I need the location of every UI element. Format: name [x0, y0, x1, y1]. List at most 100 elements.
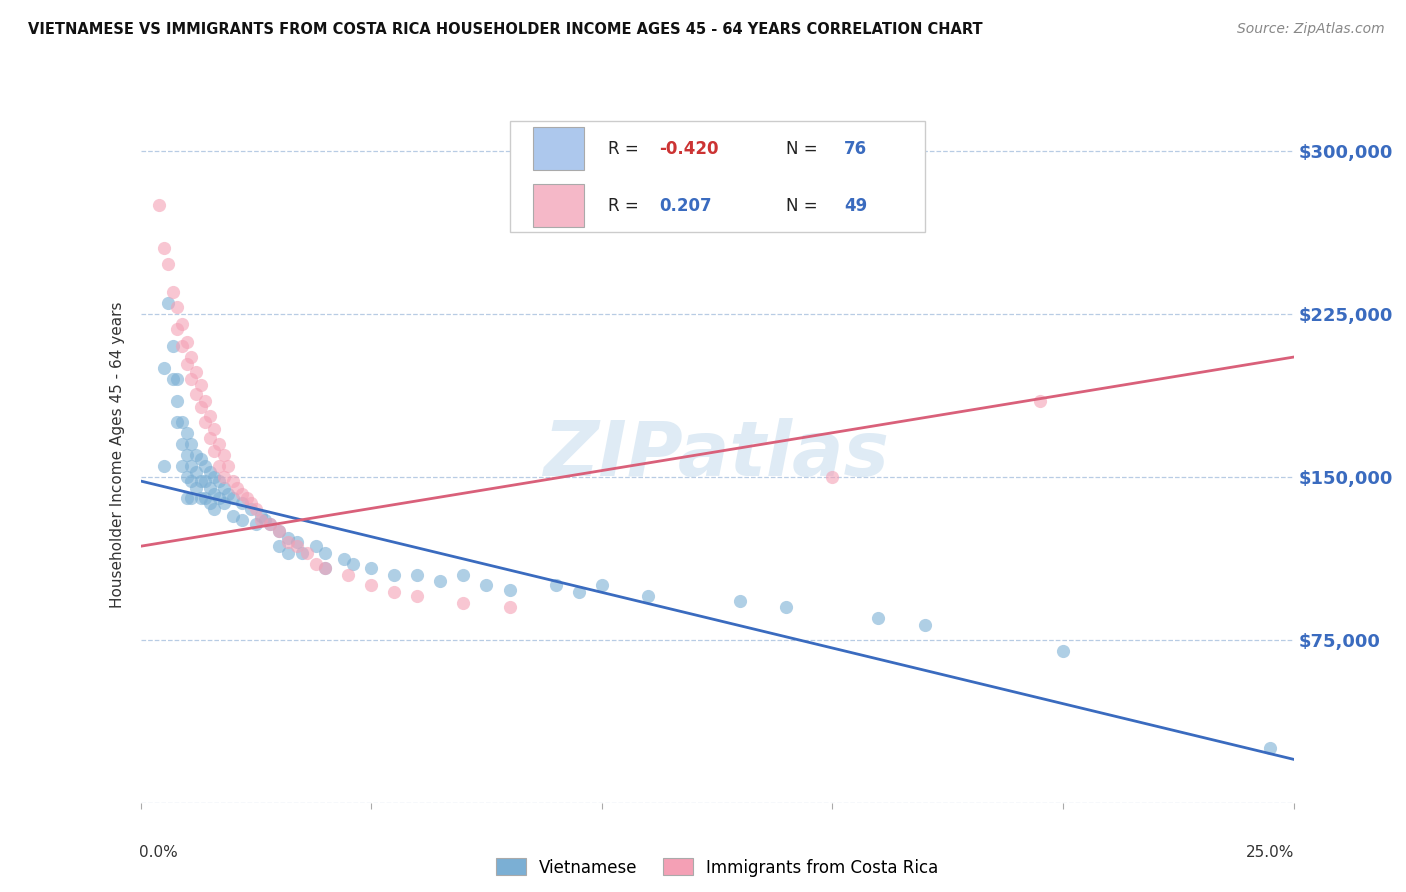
- FancyBboxPatch shape: [533, 128, 585, 170]
- Point: [314, 561, 336, 575]
- Point: [249, 513, 271, 527]
- Point: [194, 474, 217, 488]
- Text: 49: 49: [844, 197, 868, 215]
- Point: [475, 578, 498, 592]
- Point: [176, 469, 198, 483]
- Point: [259, 517, 281, 532]
- Point: [198, 466, 221, 480]
- Point: [544, 578, 567, 592]
- Point: [172, 458, 194, 473]
- Text: 0.207: 0.207: [659, 197, 711, 215]
- Point: [235, 491, 257, 506]
- Point: [176, 491, 198, 506]
- Point: [180, 474, 202, 488]
- Point: [217, 487, 239, 501]
- Point: [194, 458, 217, 473]
- Point: [382, 567, 405, 582]
- Point: [591, 578, 613, 592]
- Point: [429, 574, 451, 588]
- Point: [172, 437, 194, 451]
- Point: [166, 322, 188, 336]
- Point: [314, 546, 336, 560]
- Point: [406, 589, 429, 603]
- Point: [184, 466, 207, 480]
- Point: [728, 593, 751, 607]
- Point: [172, 339, 194, 353]
- Point: [498, 582, 520, 597]
- Point: [226, 481, 249, 495]
- Point: [821, 469, 844, 483]
- Point: [637, 589, 659, 603]
- Point: [190, 400, 212, 414]
- Point: [287, 539, 309, 553]
- Point: [254, 513, 277, 527]
- Point: [184, 387, 207, 401]
- Point: [240, 502, 263, 516]
- Point: [245, 517, 267, 532]
- Point: [208, 458, 231, 473]
- Point: [162, 339, 184, 353]
- Point: [157, 295, 180, 310]
- Point: [176, 334, 198, 349]
- Point: [202, 422, 225, 436]
- Point: [212, 448, 235, 462]
- Point: [208, 474, 231, 488]
- Text: 0.0%: 0.0%: [139, 845, 179, 860]
- Point: [231, 496, 253, 510]
- Point: [180, 372, 202, 386]
- Text: R =: R =: [607, 197, 644, 215]
- Point: [166, 372, 188, 386]
- Text: -0.420: -0.420: [659, 140, 718, 158]
- Point: [190, 378, 212, 392]
- Point: [305, 557, 328, 571]
- Point: [202, 487, 225, 501]
- Point: [1052, 643, 1074, 657]
- Point: [148, 198, 170, 212]
- Point: [184, 481, 207, 495]
- Text: R =: R =: [607, 140, 644, 158]
- Point: [277, 546, 299, 560]
- Point: [172, 318, 194, 332]
- Point: [382, 585, 405, 599]
- Point: [231, 487, 253, 501]
- Point: [180, 437, 202, 451]
- Point: [360, 561, 382, 575]
- Point: [180, 458, 202, 473]
- Point: [568, 585, 591, 599]
- Point: [222, 474, 245, 488]
- Point: [332, 552, 354, 566]
- Point: [259, 517, 281, 532]
- Point: [176, 448, 198, 462]
- Point: [406, 567, 429, 582]
- Point: [180, 491, 202, 506]
- Point: [166, 415, 188, 429]
- Point: [176, 357, 198, 371]
- Point: [194, 491, 217, 506]
- Point: [180, 350, 202, 364]
- Legend: Vietnamese, Immigrants from Costa Rica: Vietnamese, Immigrants from Costa Rica: [488, 850, 946, 885]
- FancyBboxPatch shape: [533, 185, 585, 227]
- Point: [172, 415, 194, 429]
- Point: [267, 524, 290, 538]
- Point: [198, 431, 221, 445]
- Point: [184, 365, 207, 379]
- Point: [314, 561, 336, 575]
- Text: 25.0%: 25.0%: [1246, 845, 1295, 860]
- FancyBboxPatch shape: [509, 121, 925, 232]
- Point: [208, 491, 231, 506]
- Text: ZIPatlas: ZIPatlas: [544, 418, 890, 491]
- Point: [277, 535, 299, 549]
- Point: [202, 443, 225, 458]
- Point: [245, 502, 267, 516]
- Point: [212, 496, 235, 510]
- Point: [267, 539, 290, 553]
- Text: Source: ZipAtlas.com: Source: ZipAtlas.com: [1237, 22, 1385, 37]
- Point: [453, 596, 475, 610]
- Point: [194, 415, 217, 429]
- Point: [267, 524, 290, 538]
- Point: [202, 502, 225, 516]
- Text: VIETNAMESE VS IMMIGRANTS FROM COSTA RICA HOUSEHOLDER INCOME AGES 45 - 64 YEARS C: VIETNAMESE VS IMMIGRANTS FROM COSTA RICA…: [28, 22, 983, 37]
- Point: [152, 458, 174, 473]
- Y-axis label: Householder Income Ages 45 - 64 years: Householder Income Ages 45 - 64 years: [110, 301, 125, 608]
- Point: [152, 361, 174, 376]
